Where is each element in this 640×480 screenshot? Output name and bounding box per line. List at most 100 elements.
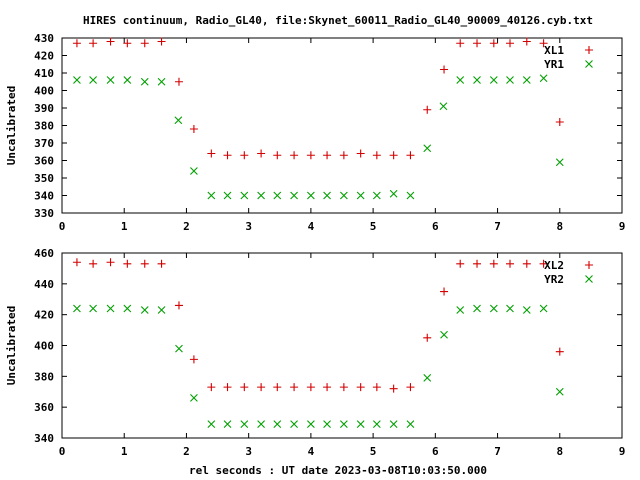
data-point bbox=[306, 151, 315, 160]
data-point bbox=[207, 191, 216, 200]
data-point bbox=[73, 304, 81, 313]
data-point bbox=[539, 259, 548, 268]
data-point bbox=[389, 420, 398, 429]
y-tick-label: 330 bbox=[34, 207, 54, 220]
x-tick-label: 4 bbox=[308, 220, 315, 233]
data-point bbox=[174, 301, 183, 310]
data-point bbox=[473, 304, 481, 313]
data-point bbox=[89, 259, 98, 268]
legend-marker bbox=[585, 60, 593, 68]
data-point bbox=[290, 191, 298, 200]
data-point bbox=[89, 304, 98, 313]
data-point bbox=[489, 259, 498, 268]
y-tick-label: 380 bbox=[34, 120, 54, 133]
x-tick-label: 8 bbox=[556, 445, 563, 458]
data-point bbox=[406, 151, 415, 160]
data-point bbox=[339, 383, 348, 392]
data-point bbox=[257, 420, 265, 429]
data-point bbox=[290, 420, 298, 429]
data-point bbox=[456, 259, 465, 268]
data-point bbox=[140, 39, 149, 48]
data-point bbox=[539, 74, 548, 83]
data-point bbox=[123, 304, 132, 313]
y-tick-label: 340 bbox=[34, 432, 54, 445]
data-point bbox=[323, 191, 331, 200]
y-axis-label: Uncalibrated bbox=[5, 86, 18, 165]
x-tick-label: 6 bbox=[432, 220, 439, 233]
x-tick-label: 5 bbox=[370, 220, 377, 233]
y-tick-label: 350 bbox=[34, 172, 54, 185]
x-tick-label: 0 bbox=[59, 445, 66, 458]
data-point bbox=[473, 39, 482, 48]
data-point bbox=[175, 344, 183, 353]
data-point bbox=[207, 383, 216, 392]
top-plot-panel: 0 1 2 3 4 5 6 7 8 9 330 340 350 360 370 380 390 400 410 420… bbox=[5, 32, 625, 233]
data-point bbox=[506, 304, 514, 313]
data-point bbox=[223, 151, 232, 160]
data-point bbox=[356, 149, 365, 158]
data-point bbox=[489, 304, 498, 313]
data-point bbox=[356, 420, 365, 429]
data-point bbox=[72, 39, 81, 48]
data-point bbox=[456, 39, 465, 48]
data-point bbox=[555, 118, 564, 126]
data-point bbox=[157, 77, 166, 86]
data-point bbox=[456, 76, 465, 84]
x-tick-label: 0 bbox=[59, 220, 66, 233]
data-point bbox=[207, 149, 216, 158]
data-point bbox=[339, 420, 348, 429]
data-point bbox=[189, 125, 198, 133]
data-point bbox=[555, 347, 564, 356]
data-point bbox=[389, 384, 398, 393]
data-point bbox=[207, 420, 216, 429]
data-point bbox=[106, 258, 115, 267]
data-point bbox=[257, 383, 266, 392]
data-point bbox=[423, 333, 432, 342]
data-point bbox=[555, 158, 564, 167]
legend-label: YR1 bbox=[544, 58, 564, 71]
data-point bbox=[423, 105, 432, 114]
legend-label: XL1 bbox=[544, 44, 564, 57]
data-point bbox=[440, 330, 448, 339]
data-point bbox=[290, 151, 299, 160]
data-point bbox=[240, 383, 249, 392]
x-tick-label: 2 bbox=[183, 445, 190, 458]
data-point bbox=[539, 304, 548, 313]
data-point bbox=[273, 383, 282, 392]
data-point bbox=[157, 306, 166, 314]
data-point bbox=[273, 420, 282, 429]
data-point bbox=[89, 76, 98, 84]
y-tick-label: 460 bbox=[34, 247, 54, 260]
x-tick-label: 3 bbox=[245, 445, 252, 458]
y-tick-label: 380 bbox=[34, 370, 54, 383]
data-point bbox=[307, 420, 315, 429]
data-point bbox=[240, 420, 249, 429]
data-point bbox=[157, 37, 166, 46]
data-point bbox=[506, 76, 514, 84]
data-point bbox=[522, 76, 531, 84]
data-point bbox=[323, 151, 332, 160]
data-point bbox=[406, 420, 415, 429]
x-tick-label: 2 bbox=[183, 220, 190, 233]
data-point bbox=[323, 420, 331, 429]
data-point bbox=[106, 37, 115, 46]
y-tick-label: 390 bbox=[34, 102, 54, 115]
legend-marker bbox=[585, 46, 593, 54]
x-tick-label: 5 bbox=[370, 445, 377, 458]
x-tick-label: 6 bbox=[432, 445, 439, 458]
data-point bbox=[123, 259, 132, 268]
data-point bbox=[174, 77, 183, 86]
data-point bbox=[372, 191, 381, 200]
x-tick-label: 9 bbox=[619, 220, 626, 233]
data-point bbox=[73, 76, 81, 84]
plot-frame bbox=[61, 252, 623, 439]
data-point bbox=[123, 76, 132, 84]
data-point bbox=[157, 259, 166, 268]
data-point bbox=[223, 191, 232, 200]
y-tick-label: 360 bbox=[34, 401, 54, 414]
data-point bbox=[389, 189, 398, 198]
y-tick-label: 420 bbox=[34, 309, 54, 322]
data-point bbox=[406, 191, 415, 200]
data-point bbox=[189, 355, 198, 364]
